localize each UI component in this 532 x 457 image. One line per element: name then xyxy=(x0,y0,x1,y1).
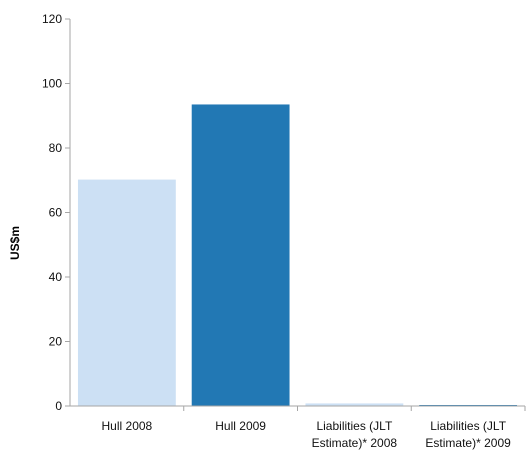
x-tick-label: Liabilities (JLT Estimate)* 2009 xyxy=(425,419,511,450)
bar xyxy=(77,179,176,406)
y-tick-label: 100 xyxy=(42,77,62,91)
x-tick-label: Hull 2009 xyxy=(215,419,266,433)
y-axis-label: US$m xyxy=(8,226,22,260)
y-tick-label: 20 xyxy=(49,335,63,349)
y-tick-label: 40 xyxy=(49,270,63,284)
y-tick-label: 0 xyxy=(55,399,62,413)
bar xyxy=(305,403,404,406)
x-tick-label: Liabilities (JLT Estimate)* 2008 xyxy=(312,419,398,450)
y-axis: 0 20 40 60 80 100 120 xyxy=(42,12,71,413)
y-tick-label: 80 xyxy=(49,141,63,155)
x-axis: Hull 2008 Hull 2009 Liabilities (JLT Estima… xyxy=(70,405,526,450)
x-tick-label: Hull 2008 xyxy=(102,419,153,433)
bars xyxy=(77,104,518,407)
y-tick-label: 60 xyxy=(49,206,63,220)
bar xyxy=(191,104,290,407)
y-tick-label: 120 xyxy=(42,12,62,26)
